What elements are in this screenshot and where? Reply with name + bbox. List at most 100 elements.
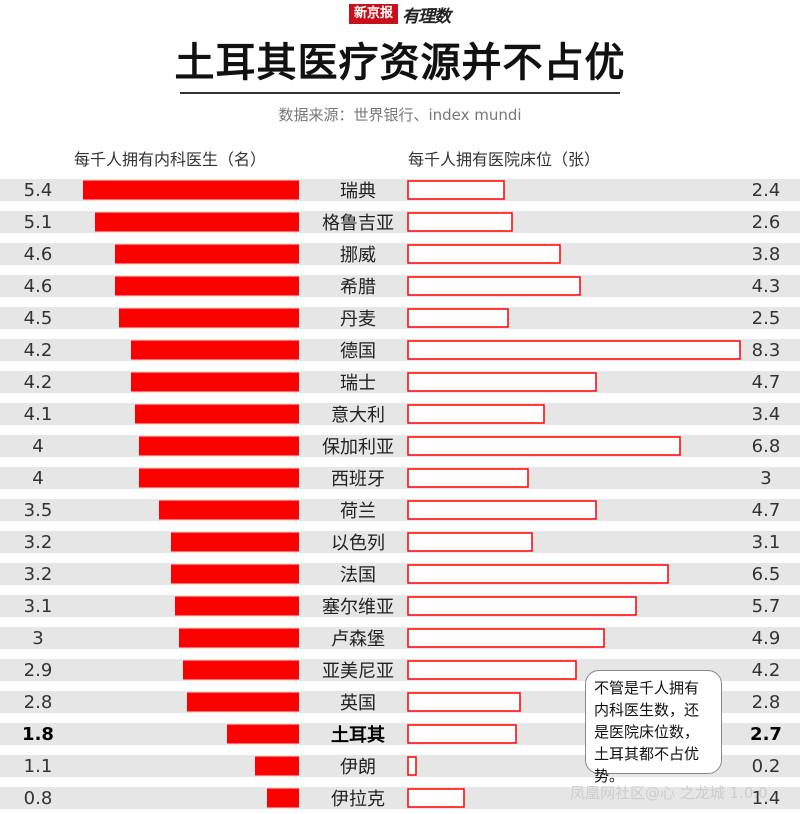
doctor-value-label: 5.4 bbox=[24, 180, 53, 201]
doctor-bar bbox=[131, 340, 299, 360]
bed-value-label: 4.3 bbox=[752, 276, 781, 297]
bed-bar bbox=[407, 404, 545, 424]
country-label: 伊朗 bbox=[340, 757, 376, 778]
row-stripe bbox=[0, 787, 800, 809]
bed-value-label: 2.4 bbox=[752, 180, 781, 201]
doctor-value-label: 4.6 bbox=[24, 276, 53, 297]
country-label: 意大利 bbox=[331, 405, 385, 426]
doctor-bar bbox=[131, 372, 299, 392]
bed-value-label: 6.5 bbox=[752, 564, 781, 585]
row-stripe bbox=[0, 563, 800, 585]
doctor-value-label: 3.2 bbox=[24, 532, 53, 553]
country-label: 保加利亚 bbox=[322, 437, 394, 458]
country-label: 西班牙 bbox=[331, 469, 385, 490]
bed-value-label: 3.8 bbox=[752, 244, 781, 265]
doctor-value-label: 4 bbox=[32, 468, 43, 489]
doctor-bar bbox=[159, 500, 299, 520]
data-source: 数据来源：世界银行、index mundi bbox=[278, 106, 522, 124]
doctor-value-label: 1.1 bbox=[24, 756, 53, 777]
country-label: 挪威 bbox=[340, 245, 376, 266]
doctor-value-label: 4 bbox=[32, 436, 43, 457]
doctor-bar bbox=[267, 788, 299, 808]
bed-value-label: 0.2 bbox=[752, 756, 781, 777]
logo: 新京报 有理数 bbox=[349, 3, 451, 27]
bed-bar bbox=[407, 788, 465, 808]
bed-bar bbox=[407, 660, 577, 680]
doctor-value-label: 3.2 bbox=[24, 564, 53, 585]
bed-value-label: 2.8 bbox=[752, 692, 781, 713]
country-label: 瑞典 bbox=[340, 181, 376, 202]
doctor-value-label: 3.5 bbox=[24, 500, 53, 521]
bed-bar bbox=[407, 724, 517, 744]
doctor-bar bbox=[179, 628, 299, 648]
bed-value-label: 3.4 bbox=[752, 404, 781, 425]
bed-bar bbox=[407, 340, 741, 360]
bed-bar bbox=[407, 692, 521, 712]
country-label: 卢森堡 bbox=[331, 629, 385, 650]
doctor-bar bbox=[135, 404, 299, 424]
doctor-bar bbox=[255, 756, 299, 776]
country-label: 以色列 bbox=[331, 533, 385, 554]
doctor-bar bbox=[183, 660, 299, 680]
bed-bar bbox=[407, 212, 513, 232]
bed-bar bbox=[407, 468, 529, 488]
title-divider bbox=[180, 92, 620, 94]
bed-bar bbox=[407, 276, 581, 296]
bed-bar bbox=[407, 532, 533, 552]
bed-value-label: 2.5 bbox=[752, 308, 781, 329]
row-stripe bbox=[0, 531, 800, 553]
bed-bar bbox=[407, 564, 669, 584]
logo-brand: 新京报 bbox=[349, 4, 399, 24]
row-stripe bbox=[0, 499, 800, 521]
left-series-header: 每千人拥有内科医生（名） bbox=[74, 150, 267, 169]
bed-value-label: 4.2 bbox=[752, 660, 781, 681]
doctor-value-label: 4.5 bbox=[24, 308, 53, 329]
country-label: 英国 bbox=[340, 693, 376, 714]
row-stripe bbox=[0, 627, 800, 649]
country-label: 伊拉克 bbox=[331, 789, 385, 810]
bed-value-label: 2.7 bbox=[750, 724, 782, 745]
bed-value-label: 8.3 bbox=[752, 340, 781, 361]
logo-script: 有理数 bbox=[402, 6, 451, 27]
doctor-bar bbox=[187, 692, 299, 712]
country-label: 丹麦 bbox=[340, 309, 376, 330]
country-label: 瑞士 bbox=[340, 373, 376, 394]
doctor-bar bbox=[171, 564, 299, 584]
annotation-note: 不管是千人拥有内科医生数，还是医院床位数，土耳其都不占优势。 bbox=[585, 670, 722, 785]
doctor-value-label: 4.2 bbox=[24, 372, 53, 393]
doctor-bar bbox=[175, 596, 299, 616]
bed-value-label: 5.7 bbox=[752, 596, 781, 617]
bed-bar bbox=[407, 756, 417, 776]
doctor-value-label: 4.2 bbox=[24, 340, 53, 361]
doctor-value-label: 2.9 bbox=[24, 660, 53, 681]
doctor-value-label: 4.6 bbox=[24, 244, 53, 265]
row-stripe bbox=[0, 467, 800, 489]
bed-bar bbox=[407, 372, 597, 392]
doctor-bar bbox=[227, 724, 299, 744]
bed-value-label: 3 bbox=[760, 468, 771, 489]
doctor-bar bbox=[119, 308, 299, 328]
doctor-bar bbox=[83, 180, 299, 200]
doctor-bar bbox=[171, 532, 299, 552]
country-label: 希腊 bbox=[340, 277, 376, 298]
bed-value-label: 4.7 bbox=[752, 372, 781, 393]
country-label: 土耳其 bbox=[331, 725, 385, 746]
doctor-value-label: 4.1 bbox=[24, 404, 53, 425]
bed-value-label: 3.1 bbox=[752, 532, 781, 553]
doctor-bar bbox=[115, 244, 299, 264]
bed-value-label: 1.4 bbox=[752, 788, 781, 809]
country-label: 荷兰 bbox=[340, 501, 376, 522]
country-label: 塞尔维亚 bbox=[322, 597, 394, 618]
country-label: 亚美尼亚 bbox=[322, 661, 394, 682]
doctor-value-label: 0.8 bbox=[24, 788, 53, 809]
bed-bar bbox=[407, 596, 637, 616]
bed-value-label: 2.6 bbox=[752, 212, 781, 233]
row-stripe bbox=[0, 403, 800, 425]
right-series-header: 每千人拥有医院床位（张） bbox=[408, 150, 601, 169]
bed-bar bbox=[407, 308, 509, 328]
watermark: 凤凰网社区@心 之龙城 1.0.0 bbox=[570, 784, 768, 802]
doctor-value-label: 2.8 bbox=[24, 692, 53, 713]
row-stripe bbox=[0, 371, 800, 393]
bed-value-label: 4.7 bbox=[752, 500, 781, 521]
doctor-bar bbox=[95, 212, 299, 232]
